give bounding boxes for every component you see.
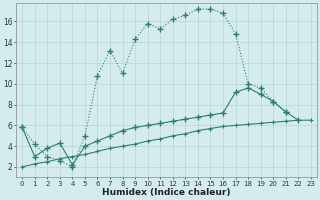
X-axis label: Humidex (Indice chaleur): Humidex (Indice chaleur) — [102, 188, 231, 197]
